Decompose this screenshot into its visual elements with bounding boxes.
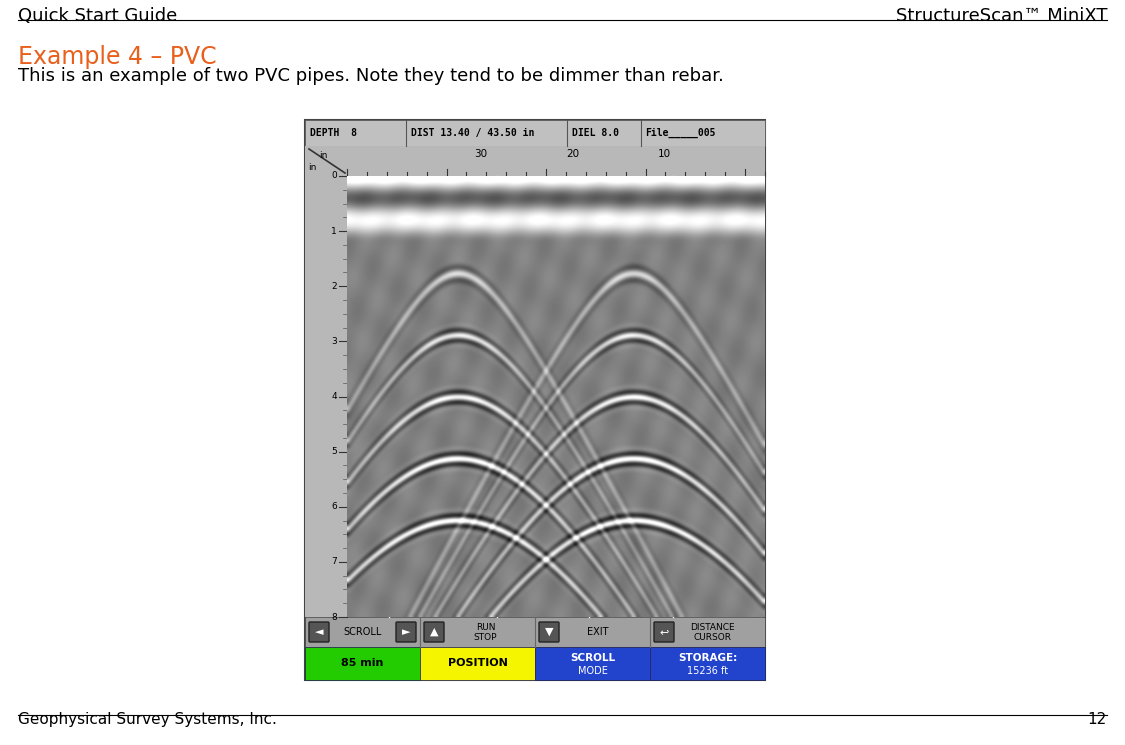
FancyBboxPatch shape: [539, 622, 559, 642]
Text: 15236 ft: 15236 ft: [687, 666, 728, 676]
Bar: [305, 647, 420, 680]
Text: ▼: ▼: [544, 627, 554, 637]
Text: in: in: [308, 163, 316, 173]
Text: DIST 13.40 / 43.50 in: DIST 13.40 / 43.50 in: [411, 128, 534, 138]
FancyBboxPatch shape: [424, 622, 444, 642]
Text: 12: 12: [1088, 712, 1107, 727]
Text: ▲: ▲: [430, 627, 439, 637]
Text: RUN: RUN: [476, 623, 495, 632]
Text: 1: 1: [331, 226, 338, 235]
Bar: [309, 651, 416, 676]
Bar: [305, 120, 765, 680]
Text: DISTANCE: DISTANCE: [691, 623, 735, 632]
Text: 4: 4: [332, 392, 338, 401]
Text: StructureScan™ MiniXT: StructureScan™ MiniXT: [896, 7, 1107, 25]
Bar: [305, 617, 765, 647]
FancyBboxPatch shape: [309, 622, 328, 642]
Text: Example 4 – PVC: Example 4 – PVC: [18, 45, 217, 69]
Bar: [650, 647, 765, 680]
Text: 20: 20: [566, 149, 579, 159]
Text: in: in: [319, 151, 327, 160]
Text: File_____005: File_____005: [646, 128, 716, 138]
Text: STORAGE:: STORAGE:: [678, 653, 737, 662]
Text: ◄: ◄: [315, 627, 323, 637]
Text: 7: 7: [331, 557, 338, 566]
Text: 5: 5: [331, 447, 338, 456]
Text: DIEL 8.0: DIEL 8.0: [572, 128, 619, 138]
Text: 10: 10: [658, 149, 672, 159]
Bar: [536, 647, 650, 680]
Text: ↩: ↩: [659, 627, 668, 637]
Text: ►: ►: [402, 627, 411, 637]
Text: SCROLL: SCROLL: [343, 627, 381, 637]
Text: EXIT: EXIT: [587, 627, 609, 637]
Text: Geophysical Survey Systems, Inc.: Geophysical Survey Systems, Inc.: [18, 712, 277, 727]
Text: 85 min: 85 min: [341, 659, 384, 668]
Text: This is an example of two PVC pipes. Note they tend to be dimmer than rebar.: This is an example of two PVC pipes. Not…: [18, 67, 723, 85]
Bar: [305, 120, 765, 146]
Bar: [305, 176, 346, 617]
Text: 8: 8: [331, 612, 338, 621]
Bar: [305, 146, 765, 176]
Text: Quick Start Guide: Quick Start Guide: [18, 7, 178, 25]
Text: 6: 6: [331, 502, 338, 511]
Text: 30: 30: [475, 149, 487, 159]
Text: POSITION: POSITION: [448, 659, 507, 668]
Text: 2: 2: [332, 282, 338, 291]
Text: STOP: STOP: [474, 633, 497, 641]
Text: DEPTH  8: DEPTH 8: [310, 128, 357, 138]
Bar: [420, 647, 536, 680]
FancyBboxPatch shape: [654, 622, 674, 642]
Text: 0: 0: [331, 171, 338, 180]
Text: CURSOR: CURSOR: [693, 633, 731, 641]
Text: MODE: MODE: [577, 666, 608, 676]
Text: SCROLL: SCROLL: [570, 653, 615, 662]
Text: 85 min: 85 min: [341, 659, 384, 668]
Text: 3: 3: [331, 337, 338, 346]
FancyBboxPatch shape: [396, 622, 416, 642]
